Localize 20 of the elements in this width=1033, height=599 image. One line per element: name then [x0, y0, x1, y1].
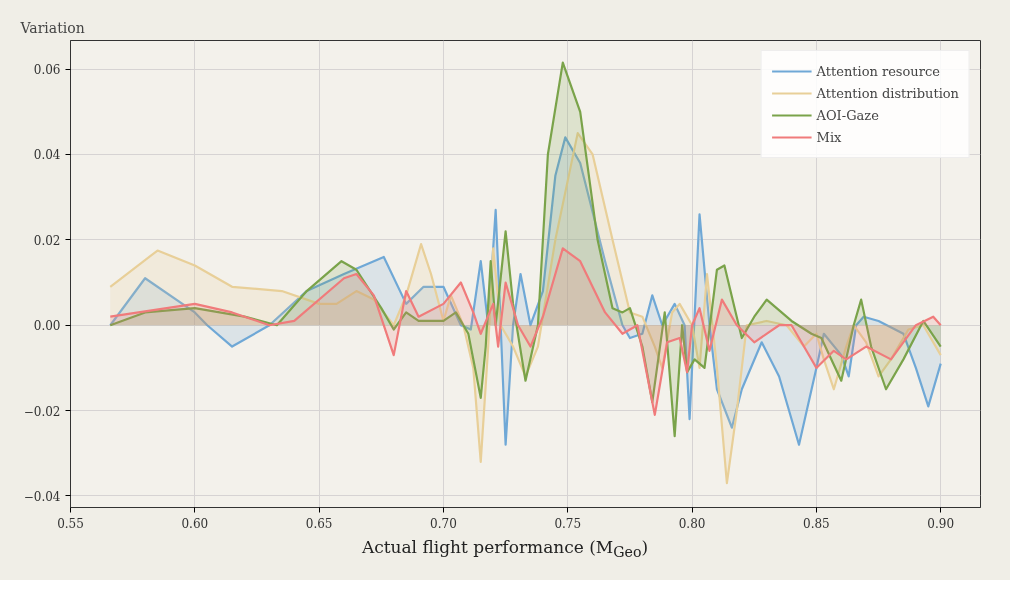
- x-tick-label: 0.80: [678, 516, 706, 531]
- x-tick-label: 0.75: [554, 516, 582, 531]
- legend-label: Attention resource: [816, 63, 940, 79]
- legend-label: Attention distribution: [816, 85, 959, 101]
- y-axis-title: Variation: [19, 19, 85, 36]
- x-tick-label: 0.55: [57, 516, 84, 531]
- y-tick-label: −0.02: [23, 404, 61, 419]
- x-tick-label: 0.90: [927, 516, 955, 531]
- legend-label: Mix: [816, 129, 842, 145]
- y-tick-label: 0.06: [33, 63, 61, 78]
- x-tick-label: 0.70: [430, 516, 457, 531]
- y-tick-label: 0.04: [33, 148, 61, 163]
- x-tick-label: 0.65: [305, 516, 333, 531]
- x-axis-title: Actual flight performance (M$_{Geo}$): [360, 536, 650, 563]
- x-tick-label: 0.85: [803, 516, 830, 531]
- legend-label: AOI-Gaze: [816, 107, 879, 123]
- y-tick-label: 0.02: [33, 233, 61, 248]
- y-tick-label: −0.04: [23, 489, 61, 504]
- y-tick-label: 0.00: [33, 319, 61, 334]
- x-tick-label: 0.60: [181, 516, 209, 531]
